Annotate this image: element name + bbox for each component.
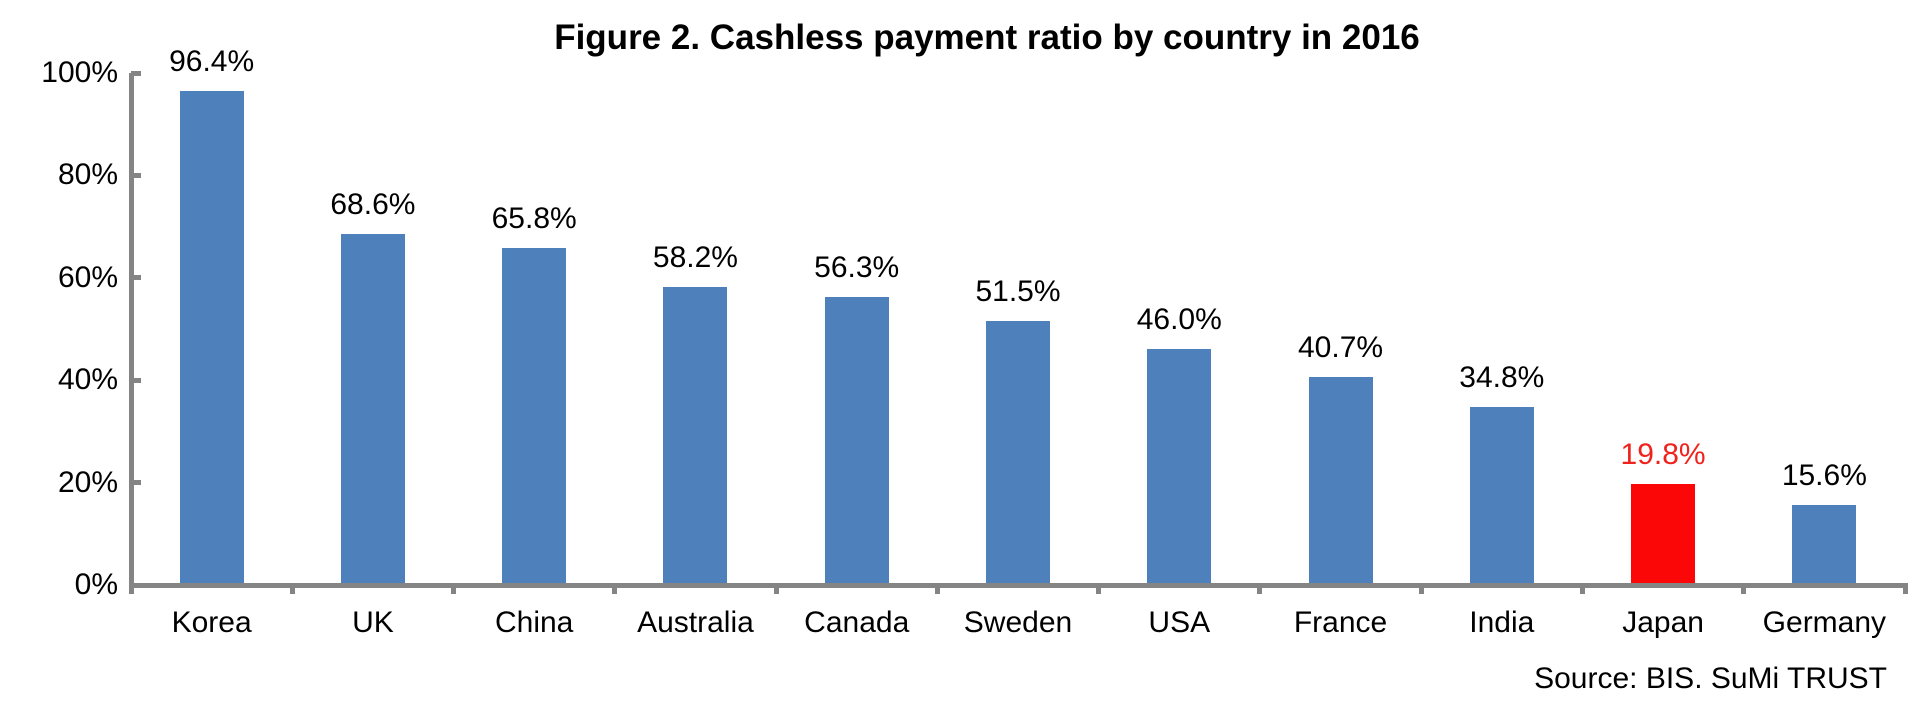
bar-canada [824, 296, 889, 583]
x-category-label: India [1469, 606, 1535, 639]
y-tick-label: 0% [74, 568, 118, 601]
x-category-label: Germany [1762, 606, 1887, 639]
y-axis-line [129, 73, 134, 594]
bar-value-label: 58.2% [652, 241, 738, 275]
x-category-label: Sweden [963, 606, 1073, 639]
bar-uk [340, 233, 405, 583]
bar-germany [1792, 505, 1857, 583]
x-tick [1257, 583, 1263, 594]
bar-india [1469, 406, 1534, 583]
bar-france [1308, 376, 1373, 583]
bar-value-label: 46.0% [1136, 303, 1222, 337]
x-axis-line [129, 583, 1907, 588]
bar-value-label: 19.8% [1620, 437, 1706, 471]
y-tick-label: 20% [57, 465, 118, 499]
bar-value-label: 96.4% [169, 45, 255, 79]
y-tick-label: 100% [41, 56, 118, 89]
x-tick [612, 583, 618, 594]
x-category-label: France [1293, 606, 1388, 639]
y-tick [131, 172, 141, 178]
x-category-label: Canada [804, 606, 910, 639]
x-category-label: China [494, 606, 574, 639]
bar-australia [663, 287, 728, 583]
bar-value-label: 34.8% [1459, 360, 1545, 394]
bar-japan [1631, 483, 1696, 583]
x-tick [1902, 583, 1908, 594]
bar-value-label: 15.6% [1781, 459, 1867, 493]
bar-china [502, 248, 567, 583]
x-tick [289, 583, 295, 594]
x-category-label: Korea [171, 606, 252, 639]
bar-value-label: 68.6% [330, 187, 416, 221]
x-category-label: USA [1148, 606, 1211, 639]
x-category-label: Japan [1622, 606, 1704, 639]
y-tick-label: 40% [57, 363, 118, 397]
bar-value-label: 51.5% [975, 275, 1061, 309]
bar-korea [179, 91, 244, 583]
x-tick [1418, 583, 1424, 594]
bar-value-label: 65.8% [491, 202, 577, 236]
bar-sweden [986, 321, 1050, 583]
x-tick [1579, 583, 1585, 594]
x-tick [773, 583, 779, 594]
y-tick-label: 80% [57, 158, 118, 192]
bar-value-label: 56.3% [814, 250, 900, 284]
x-tick [1096, 583, 1102, 594]
x-tick [1741, 583, 1747, 594]
x-category-label: UK [352, 606, 394, 639]
x-tick [451, 583, 457, 594]
bar-value-label: 40.7% [1297, 330, 1384, 364]
bar-usa [1147, 349, 1212, 583]
x-tick [934, 583, 940, 594]
chart-title: Figure 2. Cashless payment ratio by coun… [554, 18, 1420, 57]
y-tick [131, 275, 141, 281]
x-category-label: Australia [637, 606, 754, 639]
y-tick [131, 377, 141, 383]
y-tick [131, 480, 141, 486]
y-tick [131, 70, 141, 76]
y-tick-label: 60% [57, 260, 118, 294]
source-note: Source: BIS. SuMi TRUST [1534, 662, 1887, 695]
